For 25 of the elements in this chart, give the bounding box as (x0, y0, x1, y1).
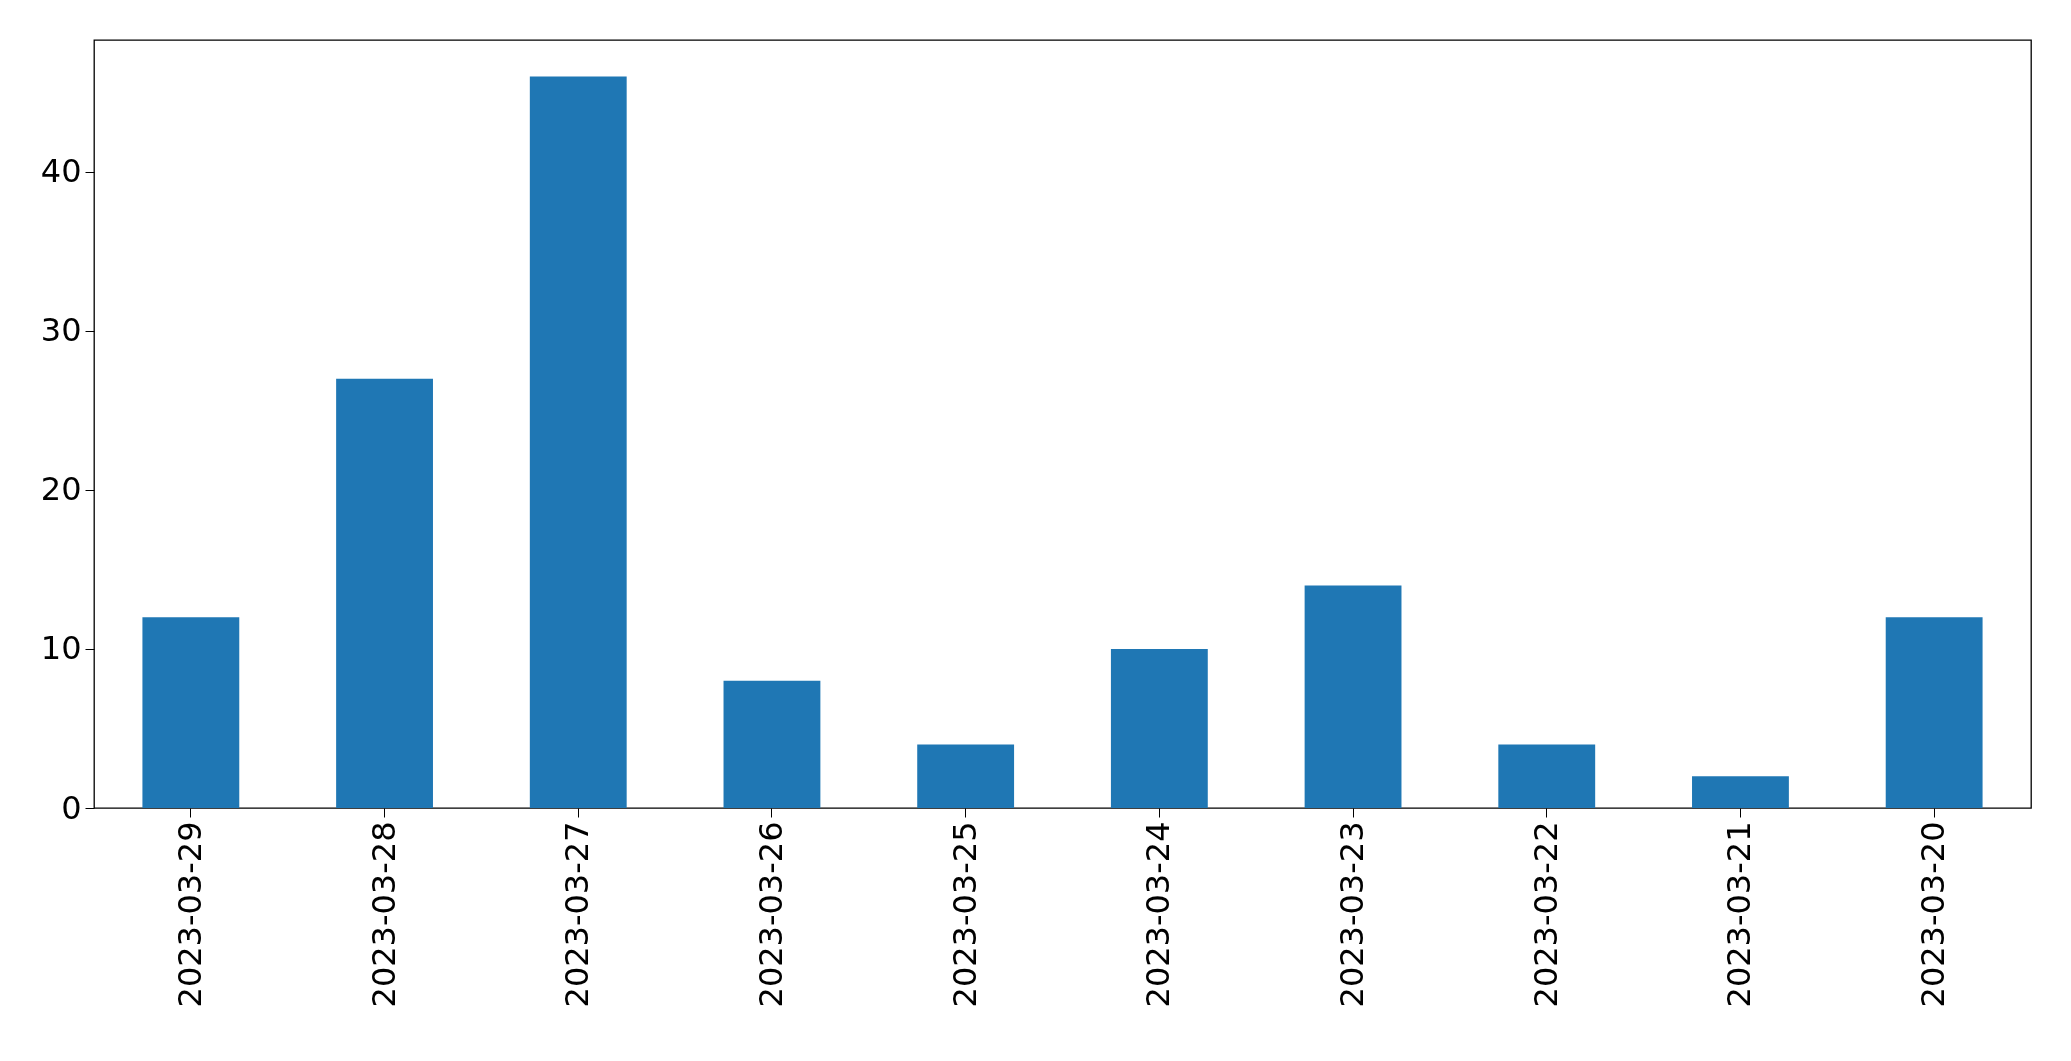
y-tick-label: 30 (40, 311, 82, 350)
bar (917, 744, 1015, 808)
bar (1498, 744, 1596, 808)
x-tick-label: 2023-03-26 (751, 821, 790, 1008)
bar (1110, 648, 1208, 808)
x-tick-label: 2023-03-20 (1914, 821, 1953, 1008)
x-tick-label: 2023-03-25 (945, 821, 984, 1008)
y-tick-label: 20 (40, 470, 82, 509)
x-tick-label: 2023-03-29 (170, 821, 209, 1008)
bar (529, 76, 627, 808)
x-tick-label: 2023-03-28 (364, 821, 403, 1008)
x-tick-label: 2023-03-23 (1333, 821, 1372, 1008)
bar (723, 680, 821, 808)
bar (1304, 585, 1402, 808)
bar (1692, 776, 1789, 808)
x-tick-label: 2023-03-22 (1526, 821, 1565, 1008)
bar (142, 617, 240, 808)
y-tick-label: 10 (40, 629, 82, 668)
x-tick-label: 2023-03-27 (558, 821, 597, 1008)
bar (336, 378, 433, 808)
x-tick-label: 2023-03-21 (1720, 821, 1759, 1008)
x-tick-label: 2023-03-24 (1139, 821, 1178, 1008)
y-tick-label: 0 (61, 788, 82, 827)
bar (1885, 617, 1983, 808)
y-tick-label: 40 (40, 152, 82, 191)
